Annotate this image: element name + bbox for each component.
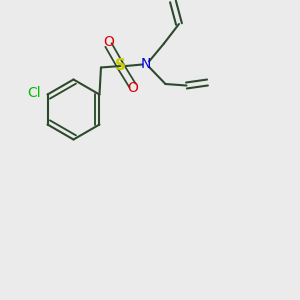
Text: O: O <box>103 35 114 49</box>
Text: Cl: Cl <box>27 86 41 100</box>
Text: S: S <box>115 58 126 74</box>
Text: N: N <box>141 58 151 71</box>
Text: O: O <box>127 82 138 95</box>
